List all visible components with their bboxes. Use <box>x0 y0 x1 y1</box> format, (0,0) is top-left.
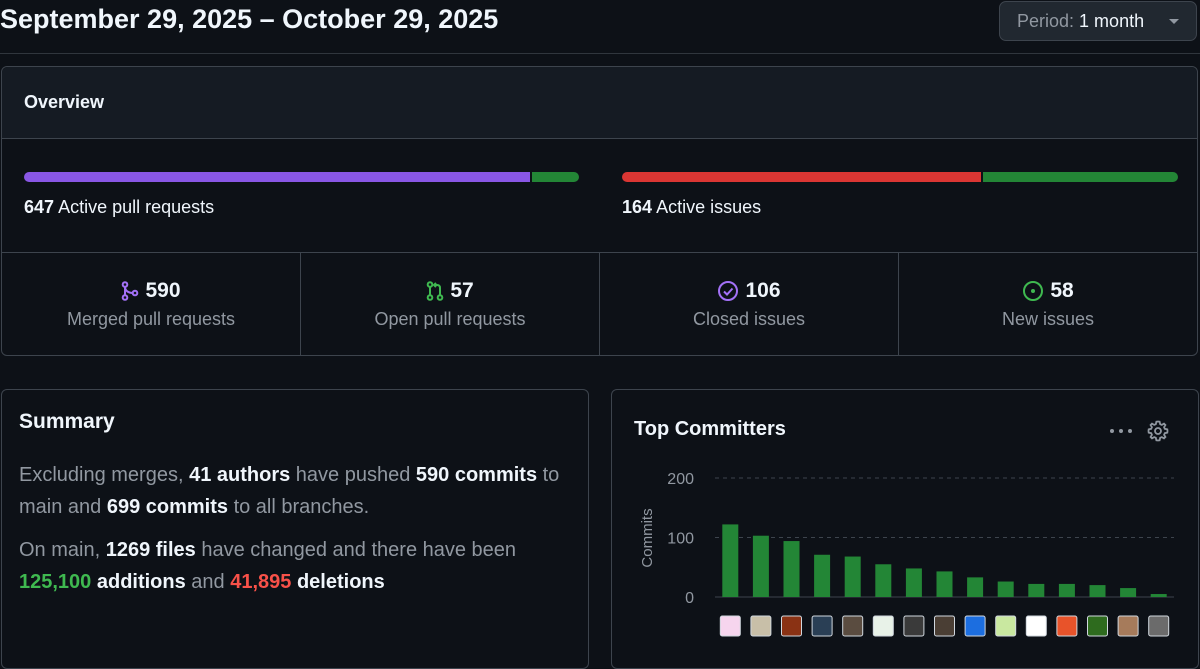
bar <box>875 564 892 597</box>
top-committers-chart: 200 100 0 Commits <box>639 471 1174 637</box>
stat-label: Open pull requests <box>374 309 526 329</box>
avatar <box>1117 615 1139 637</box>
bar <box>783 541 800 597</box>
issue-closed-icon <box>717 280 739 302</box>
summary-text: On main, <box>19 539 106 561</box>
overview-panel: Overview 647 Active pull requests 164 Ac… <box>1 66 1198 356</box>
bar <box>1150 594 1167 597</box>
avatar <box>1056 615 1078 637</box>
bar <box>936 571 953 597</box>
y-tick-label: 200 <box>667 471 694 488</box>
y-tick-label: 0 <box>685 590 694 607</box>
bar <box>752 535 769 597</box>
bar <box>1120 588 1137 597</box>
avatar <box>1025 615 1047 637</box>
y-tick-label: 100 <box>667 531 694 548</box>
kebab-horizontal-icon[interactable] <box>1108 420 1134 442</box>
new-segment <box>983 172 1178 182</box>
stat-value: 57 <box>450 279 474 302</box>
overview-stats: 590 Merged pull requests <box>2 253 1197 356</box>
avatar <box>781 615 802 637</box>
active-pull-requests-label: Active pull requests <box>58 197 215 217</box>
y-axis-label: Commits <box>639 508 656 567</box>
avatar <box>842 615 864 637</box>
merged-segment <box>24 172 531 182</box>
active-pull-requests-count: 647 <box>24 197 55 217</box>
bar <box>905 568 922 597</box>
header-divider <box>0 53 1200 54</box>
page-title: September 29, 2025 – October 29, 2025 <box>0 4 499 34</box>
open-segment <box>532 172 579 182</box>
active-issues[interactable]: 164 Active issues <box>622 197 761 218</box>
summary-commits-text: Excluding merges, 41 authors have pushed… <box>19 460 571 523</box>
avatar <box>1148 615 1170 637</box>
stat-label: New issues <box>1001 309 1095 329</box>
additions-label: additions <box>91 570 186 593</box>
authors-count[interactable]: 41 authors <box>189 464 291 486</box>
stat-new-issues[interactable]: 58 New issues <box>899 253 1197 356</box>
pull-requests-bar[interactable] <box>24 172 579 182</box>
commits-all-count[interactable]: 699 commits <box>106 495 229 518</box>
summary-text: have pushed <box>290 464 416 486</box>
avatar <box>995 615 1017 637</box>
avatar <box>811 615 833 637</box>
summary-panel: Summary Excluding merges, 41 authors hav… <box>1 389 589 669</box>
overview-bars: 647 Active pull requests 164 Active issu… <box>2 139 1197 253</box>
bar <box>844 556 861 597</box>
period-label: Period: <box>1017 10 1075 31</box>
caret-down-icon <box>1169 19 1179 24</box>
bar <box>1089 585 1106 597</box>
avatar <box>964 615 986 637</box>
stat-open-pull-requests[interactable]: 57 Open pull requests <box>301 253 600 356</box>
active-pull-requests[interactable]: 647 Active pull requests <box>24 197 214 218</box>
active-issues-label: Active issues <box>656 197 762 217</box>
bar <box>1058 583 1075 597</box>
stat-value: 106 <box>745 279 781 302</box>
files-changed-count: 1269 files <box>105 539 196 561</box>
stat-closed-issues[interactable]: 106 Closed issues <box>600 253 899 356</box>
bar <box>1028 583 1045 597</box>
period-dropdown[interactable]: Period: 1 month <box>999 1 1197 41</box>
top-committers-title: Top Committers <box>634 418 786 440</box>
bar <box>997 581 1014 597</box>
stat-label: Closed issues <box>692 309 806 329</box>
avatar <box>1087 615 1108 637</box>
commits-main-count[interactable]: 590 commits <box>415 464 538 486</box>
stat-value: 590 <box>145 279 181 302</box>
git-merge-icon <box>121 281 139 301</box>
git-pull-request-icon <box>426 281 444 301</box>
summary-text: to all branches. <box>228 495 370 518</box>
avatar <box>719 615 741 637</box>
summary-text: Excluding merges, <box>19 464 190 486</box>
avatar <box>903 615 925 637</box>
additions-count: 125,100 <box>19 570 92 593</box>
closed-segment <box>622 172 982 182</box>
issues-bar[interactable] <box>622 172 1178 182</box>
avatar <box>750 615 772 637</box>
summary-text: and <box>185 570 231 593</box>
summary-text: have changed and there have been <box>195 539 517 561</box>
bar <box>814 554 831 597</box>
stat-merged-pull-requests[interactable]: 590 Merged pull requests <box>2 253 301 356</box>
issue-opened-icon <box>1022 280 1044 302</box>
summary-text: to main and <box>19 464 560 518</box>
deletions-label: deletions <box>291 570 385 593</box>
bar <box>722 524 739 597</box>
bar <box>967 577 984 597</box>
top-committers-panel: Top Committers 200 100 0 Commits <box>611 389 1199 669</box>
avatar <box>934 615 955 637</box>
period-value: 1 month <box>1079 10 1145 31</box>
stat-value: 58 <box>1050 279 1074 302</box>
deletions-count: 41,895 <box>230 570 292 593</box>
avatar <box>872 615 894 637</box>
stat-label: Merged pull requests <box>66 309 236 329</box>
overview-title: Overview <box>2 67 1197 139</box>
summary-title: Summary <box>19 410 115 433</box>
active-issues-count: 164 <box>622 197 653 217</box>
summary-changes-text: On main, 1269 files have changed and the… <box>19 535 571 598</box>
gear-icon[interactable] <box>1146 419 1170 443</box>
